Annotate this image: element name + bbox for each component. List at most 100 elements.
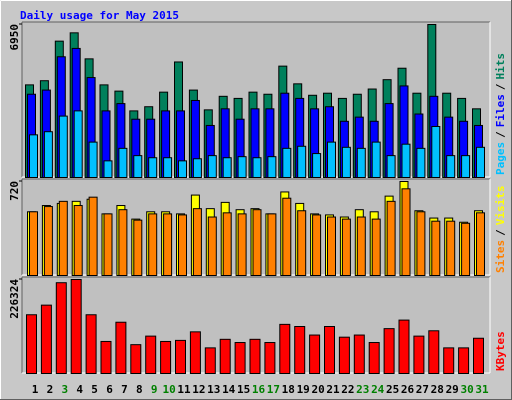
bar — [371, 218, 381, 277]
legend-entry: Pages — [494, 142, 507, 175]
bar — [356, 216, 366, 276]
bar — [312, 153, 322, 178]
bar — [416, 211, 426, 277]
bar — [115, 321, 127, 375]
x-tick-label: 28 — [431, 383, 444, 396]
bar — [175, 339, 186, 374]
x-tick-label: 12 — [192, 383, 205, 396]
bar — [341, 218, 351, 277]
x-tick-label: 8 — [136, 383, 143, 396]
bar — [383, 328, 395, 374]
x-tick-label: 24 — [371, 383, 385, 396]
x-tick-label: 31 — [475, 383, 489, 396]
x-tick-label: 23 — [356, 383, 369, 396]
bar — [413, 335, 425, 375]
bar — [234, 342, 246, 374]
bar — [178, 160, 187, 178]
bar — [327, 141, 336, 178]
bar — [192, 208, 202, 276]
bar — [103, 213, 113, 276]
bar — [207, 216, 217, 276]
bar — [371, 141, 381, 178]
bar — [252, 209, 262, 276]
bar — [297, 145, 307, 179]
bar — [428, 330, 440, 374]
x-tick-label: 9 — [151, 383, 158, 396]
bar — [458, 347, 470, 375]
x-tick-label: 29 — [446, 383, 459, 396]
chart-title: Daily usage for May 2015 — [20, 9, 179, 22]
bar — [189, 331, 201, 374]
legend-entry: Hits — [494, 53, 507, 80]
x-tick-label: 20 — [311, 383, 324, 396]
x-tick-label: 4 — [76, 383, 83, 396]
bar — [267, 213, 277, 276]
bar — [353, 334, 365, 375]
bar — [297, 210, 307, 276]
bar — [118, 209, 128, 276]
bar — [73, 110, 83, 178]
legend-separator: / — [494, 83, 507, 90]
bar — [279, 323, 291, 375]
bar — [473, 337, 484, 375]
bar — [267, 156, 277, 179]
bar — [461, 222, 471, 276]
x-tick-label: 2 — [47, 383, 54, 396]
bar — [207, 155, 217, 178]
bar — [204, 347, 216, 375]
x-tick-label: 30 — [460, 383, 473, 396]
bar — [148, 213, 158, 276]
bar — [178, 214, 187, 277]
bar — [401, 143, 411, 178]
bar — [461, 155, 471, 178]
x-tick-label: 14 — [222, 383, 236, 396]
bar — [43, 131, 53, 178]
bar — [476, 212, 485, 276]
bar — [160, 340, 172, 374]
bar — [431, 125, 441, 178]
bar — [443, 347, 455, 375]
x-tick-label: 5 — [91, 383, 98, 396]
legend-separator: / — [494, 229, 507, 236]
bar — [88, 141, 98, 178]
bar — [237, 213, 247, 276]
bar — [341, 146, 351, 178]
bar — [264, 342, 276, 374]
x-tick-label: 13 — [207, 383, 220, 396]
bar — [368, 342, 380, 374]
bar — [133, 219, 143, 276]
y-tick-label: 226324 — [8, 279, 21, 319]
bar — [145, 335, 157, 375]
bar — [55, 282, 67, 374]
bar — [252, 157, 262, 178]
bar — [29, 211, 38, 277]
legend-entry: Sites — [494, 240, 507, 273]
bar — [58, 115, 68, 178]
bar — [85, 314, 97, 374]
legend-entry: Files — [494, 94, 507, 127]
bar — [312, 214, 322, 277]
bar — [163, 213, 173, 276]
bar — [294, 326, 306, 374]
bar — [282, 197, 292, 276]
bar — [58, 200, 68, 277]
x-tick-label: 25 — [386, 383, 399, 396]
bar — [338, 336, 350, 375]
bar — [222, 157, 232, 178]
bar — [70, 279, 82, 374]
y-tick-label: 720 — [8, 181, 21, 201]
x-tick-label: 1 — [32, 383, 39, 396]
bar — [324, 326, 335, 374]
y-tick-label: 6950 — [8, 24, 21, 51]
bar — [43, 206, 53, 276]
bar — [309, 334, 321, 375]
bar — [118, 147, 128, 179]
bar — [222, 212, 232, 276]
x-tick-label: 21 — [326, 383, 340, 396]
bar — [237, 156, 247, 179]
bar — [398, 319, 410, 375]
x-tick-label: 11 — [177, 383, 191, 396]
bar — [73, 205, 83, 276]
bar — [356, 147, 366, 179]
